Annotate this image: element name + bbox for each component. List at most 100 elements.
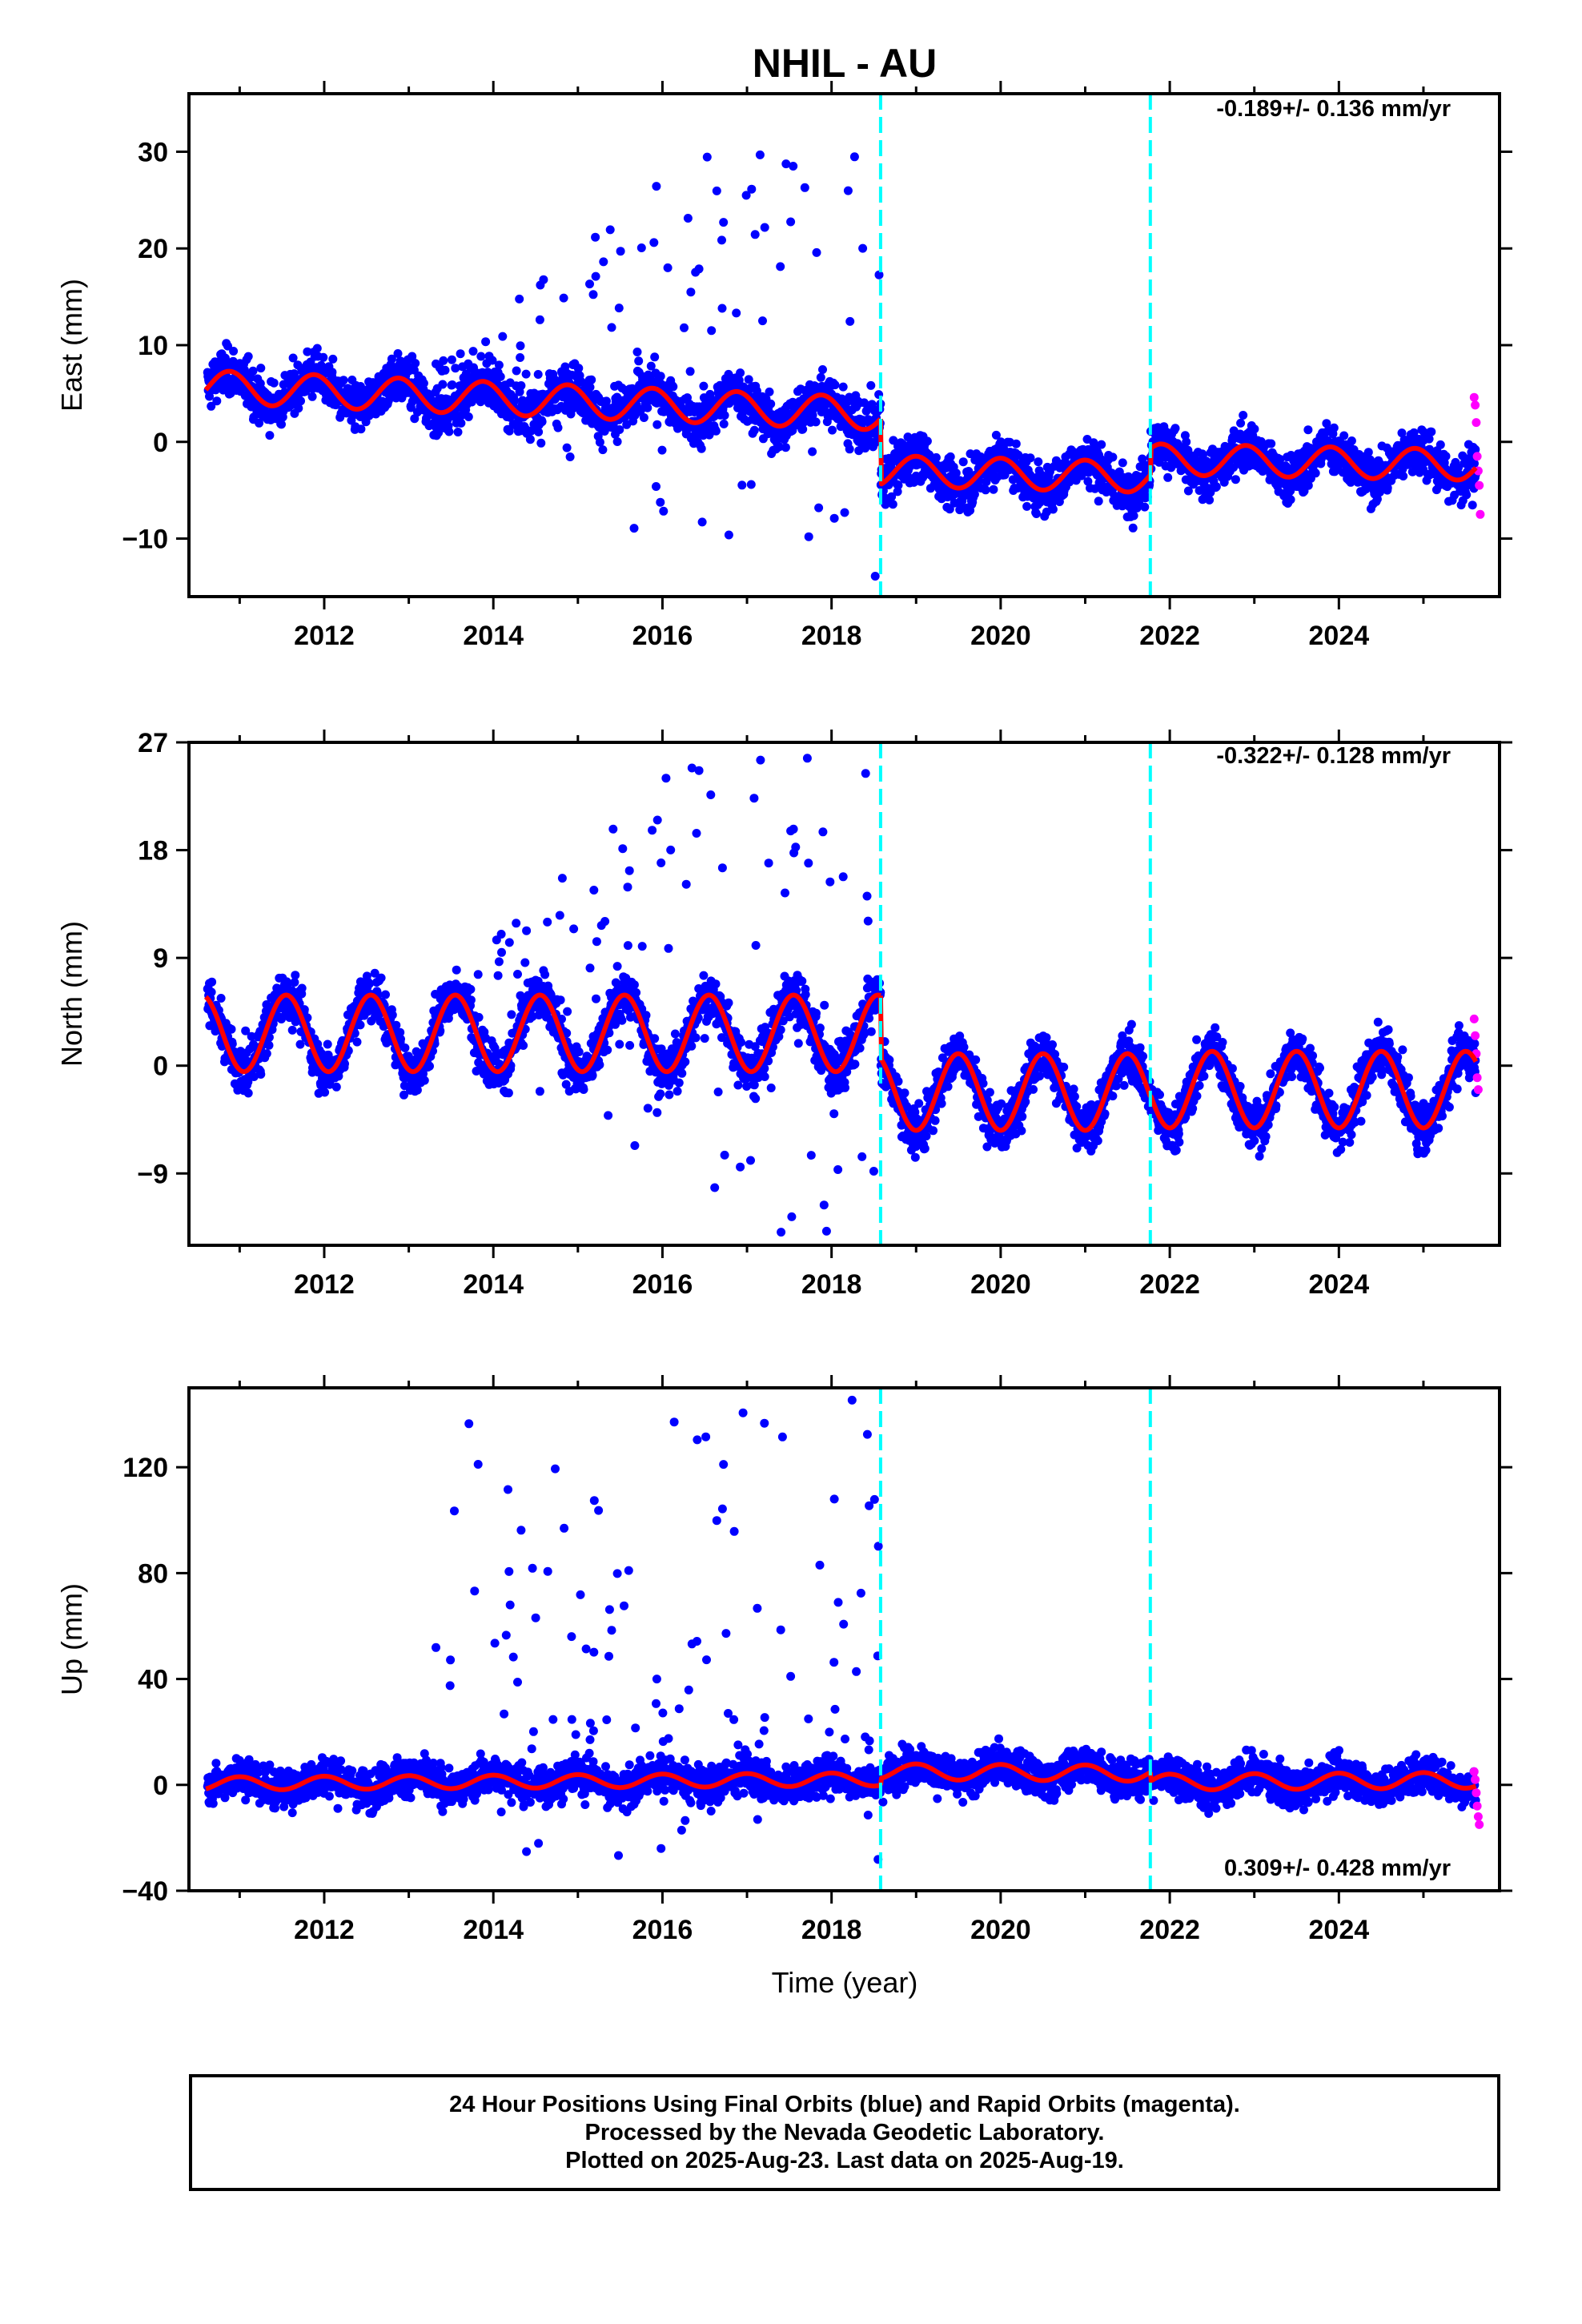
final-orbit-point: [212, 396, 222, 406]
final-orbit-point: [277, 420, 286, 429]
final-orbit-point: [624, 866, 634, 875]
final-orbit-point: [781, 159, 791, 169]
final-orbit-point: [618, 844, 628, 854]
final-orbit-point: [456, 349, 465, 359]
final-orbit-point: [991, 430, 1001, 440]
final-orbit-point: [328, 354, 338, 364]
final-orbit-point: [419, 379, 428, 388]
final-orbit-point: [643, 1104, 652, 1113]
final-orbit-point: [650, 1034, 660, 1043]
final-orbit-point: [680, 323, 689, 332]
final-orbit-point: [466, 995, 476, 1005]
final-orbit-point: [946, 452, 955, 461]
final-orbit-point: [591, 271, 600, 281]
final-orbit-point: [719, 419, 729, 428]
final-orbit-point: [521, 369, 531, 379]
final-orbit-point: [565, 452, 575, 461]
final-orbit-point: [765, 387, 774, 396]
x-tick-label: 2014: [463, 621, 524, 651]
final-orbit-point: [288, 353, 298, 363]
final-orbit-point: [683, 214, 693, 223]
final-orbit-point: [1205, 495, 1215, 505]
final-orbit-point: [474, 1012, 484, 1022]
final-orbit-point: [296, 396, 305, 406]
final-orbit-point: [1140, 502, 1150, 512]
final-orbit-point: [616, 247, 625, 256]
final-orbit-point: [557, 874, 567, 883]
final-orbit-point: [652, 182, 661, 191]
final-orbit-point: [255, 418, 264, 428]
final-orbit-point: [608, 824, 618, 834]
final-orbit-point: [656, 858, 666, 867]
final-orbit-point: [1128, 523, 1138, 533]
final-orbit-point: [970, 489, 979, 499]
final-orbit-point: [569, 924, 579, 934]
final-orbit-point: [439, 356, 448, 365]
final-orbit-point: [396, 1035, 405, 1043]
final-orbit-point: [625, 1040, 635, 1050]
final-orbit-point: [438, 380, 448, 389]
final-orbit-point: [1311, 468, 1320, 478]
final-orbit-point: [1211, 482, 1221, 492]
final-orbit-point: [227, 1024, 236, 1034]
final-orbit-point: [497, 947, 506, 957]
final-orbit-point: [207, 987, 216, 997]
final-orbit-point: [758, 316, 767, 326]
chart-title: NHIL - AU: [753, 41, 938, 86]
data-layer: [203, 150, 1485, 581]
final-orbit-point: [574, 1047, 584, 1056]
final-orbit-point: [707, 326, 717, 336]
final-orbit-point: [525, 435, 535, 444]
final-orbit-point: [1231, 475, 1240, 485]
final-orbit-point: [516, 353, 525, 362]
final-orbit-point: [670, 1029, 680, 1039]
final-orbit-point: [1322, 419, 1331, 428]
final-orbit-point: [643, 403, 652, 412]
final-orbit-point: [744, 375, 753, 384]
velocity-rate-label: -0.189+/- 0.136 mm/yr: [1216, 96, 1451, 122]
final-orbit-point: [504, 938, 514, 947]
final-orbit-point: [1097, 440, 1106, 449]
panel-east: 2012 2014 2016 2018 2020 2022 2024−100102030Ea…: [55, 81, 1512, 651]
final-orbit-point: [650, 352, 660, 362]
final-orbit-point: [464, 412, 473, 421]
final-orbit-point: [1441, 452, 1451, 461]
final-orbit-point: [540, 970, 550, 979]
final-orbit-point: [227, 1039, 237, 1049]
final-orbit-point: [1399, 472, 1408, 480]
final-orbit-point: [533, 370, 543, 379]
final-orbit-point: [945, 505, 954, 514]
final-orbit-point: [1239, 411, 1248, 420]
final-orbit-point: [339, 376, 348, 385]
final-orbit-point: [705, 389, 715, 399]
final-orbit-point: [922, 436, 932, 446]
final-orbit-point: [1183, 445, 1193, 455]
final-orbit-point: [918, 472, 928, 482]
final-orbit-point: [262, 1049, 271, 1059]
final-orbit-point: [652, 420, 662, 429]
final-orbit-point: [800, 183, 809, 192]
final-orbit-point: [356, 424, 366, 434]
final-orbit-point: [858, 243, 868, 253]
final-orbit-point: [1470, 459, 1479, 468]
final-orbit-point: [712, 186, 721, 195]
final-orbit-point: [614, 304, 624, 313]
final-orbit-point: [256, 364, 266, 373]
final-orbit-point: [585, 963, 595, 973]
final-orbit-point: [319, 352, 328, 362]
final-orbit-point: [677, 1068, 687, 1078]
final-orbit-point: [294, 404, 303, 413]
final-orbit-point: [519, 1041, 528, 1050]
final-orbit-point: [559, 293, 568, 303]
final-orbit-point: [623, 883, 632, 892]
final-orbit-point: [711, 426, 721, 436]
final-orbit-point: [1108, 452, 1118, 462]
final-orbit-point: [515, 294, 524, 304]
final-orbit-point: [646, 361, 656, 371]
final-orbit-point: [749, 425, 759, 435]
final-orbit-point: [1372, 494, 1382, 504]
rapid-orbit-point: [1471, 400, 1480, 410]
final-orbit-point: [466, 984, 476, 994]
final-orbit-point: [989, 485, 998, 494]
